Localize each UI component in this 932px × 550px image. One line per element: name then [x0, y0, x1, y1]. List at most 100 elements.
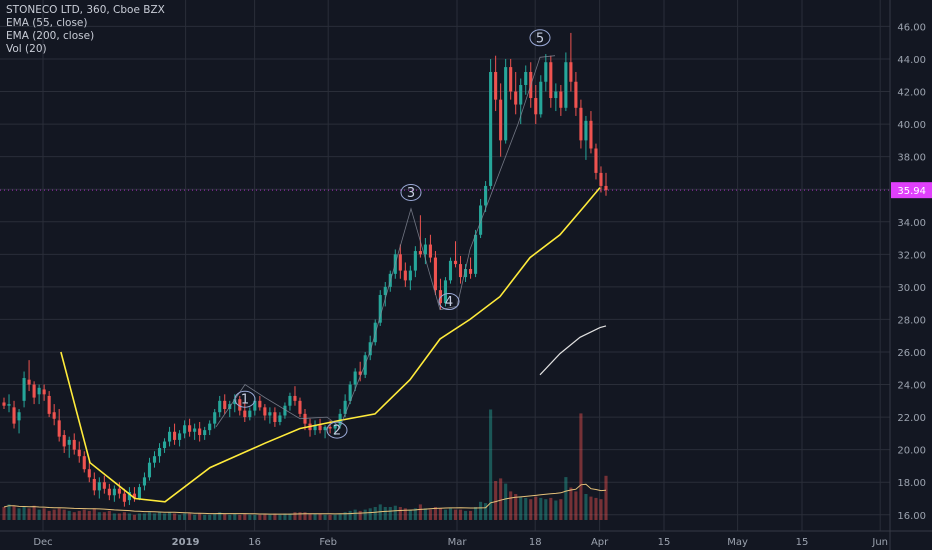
volume-bar: [514, 494, 518, 520]
volume-bar: [403, 508, 407, 520]
volume-bar: [12, 505, 16, 520]
legend-symbol[interactable]: STONECO LTD, 360, Cboe BZX: [6, 4, 165, 16]
candle-body: [268, 412, 272, 416]
volume-bar: [263, 513, 267, 520]
candle-body: [448, 260, 453, 281]
candle-body: [183, 425, 187, 434]
candle-body: [559, 91, 563, 108]
volume-bar: [413, 508, 417, 520]
volume-bars: [2, 409, 608, 520]
volume-bar: [198, 513, 202, 520]
candle-body: [47, 395, 51, 414]
wave-label: 5: [536, 31, 544, 46]
candle-body: [72, 439, 76, 450]
wave-label: 2: [333, 424, 341, 439]
x-tick-label: Mar: [448, 537, 468, 548]
volume-bar: [343, 512, 347, 520]
volume-bar: [368, 508, 372, 520]
candle-body: [283, 405, 287, 416]
candle-body: [453, 260, 458, 265]
y-tick-label: 18.00: [897, 478, 926, 489]
candle-body: [248, 410, 252, 418]
candle-body: [458, 264, 463, 278]
candle-body: [463, 268, 468, 278]
candle-body: [137, 487, 142, 499]
candle-body: [313, 425, 317, 431]
candle-body: [142, 477, 147, 486]
candle-body: [383, 286, 387, 296]
candle-body: [112, 488, 116, 496]
candle-body: [273, 412, 277, 422]
candle-body: [243, 410, 247, 418]
volume-bar: [228, 514, 232, 520]
candle-body: [514, 91, 518, 105]
candle-body: [258, 400, 262, 408]
candle-body: [223, 400, 227, 409]
candle-body: [489, 71, 493, 186]
volume-bar: [87, 510, 91, 520]
volume-bar: [559, 499, 563, 520]
volume-bar: [258, 514, 262, 520]
ema55-line: [60, 187, 601, 503]
candle-body: [494, 71, 498, 100]
candle-body: [203, 430, 207, 436]
y-tick-label: 46.00: [897, 22, 926, 33]
candle-body: [499, 99, 503, 141]
candle-body: [479, 205, 483, 235]
candle-body: [428, 244, 432, 258]
candle-body: [117, 488, 121, 494]
candle-body: [87, 469, 91, 478]
volume-bar: [594, 497, 598, 520]
candle-body: [484, 185, 488, 206]
volume-bar: [167, 512, 172, 520]
candle-body: [433, 257, 437, 291]
wave-circle: [438, 293, 460, 311]
wave-label: 1: [241, 393, 249, 408]
volume-bar: [92, 508, 96, 520]
candle-body: [37, 387, 41, 395]
candle-body: [173, 431, 177, 440]
volume-bar: [278, 514, 282, 520]
volume-bar: [373, 507, 377, 520]
volume-ma-line: [3, 483, 607, 515]
candle-body: [2, 402, 6, 406]
candle-body: [579, 107, 583, 141]
volume-bar: [584, 494, 588, 520]
candle-body: [358, 371, 362, 375]
candles: [2, 32, 608, 507]
x-tick-label: 15: [796, 537, 809, 548]
volume-bar: [238, 514, 242, 520]
volume-bar: [268, 514, 272, 520]
last-price-badge: [891, 182, 932, 199]
candle-body: [198, 428, 202, 436]
volume-bar: [333, 514, 337, 520]
x-tick-label: Feb: [319, 537, 337, 548]
candle-body: [188, 425, 192, 432]
candle-body: [52, 412, 56, 419]
x-tick-label: Jun: [871, 537, 888, 548]
candle-body: [343, 400, 347, 414]
legend-ema55[interactable]: EMA (55, close): [6, 17, 88, 29]
candle-body: [544, 62, 548, 82]
legend-vol[interactable]: Vol (20): [6, 43, 47, 55]
candle-body: [127, 492, 131, 501]
volume-bar: [544, 499, 548, 520]
volume-bar: [318, 513, 322, 520]
volume-bar: [484, 503, 488, 520]
volume-bar: [77, 510, 81, 520]
volume-bar: [32, 505, 36, 520]
candle-body: [12, 407, 16, 424]
legend-ema200[interactable]: EMA (200, close): [6, 30, 95, 42]
volume-bar: [418, 504, 422, 520]
volume-bar: [273, 513, 277, 520]
volume-bar: [37, 509, 41, 520]
volume-bar: [529, 499, 533, 520]
y-tick-label: 24.00: [897, 381, 926, 392]
candle-body: [519, 85, 523, 105]
volume-bar: [393, 505, 397, 520]
volume-bar: [408, 509, 412, 520]
candle-body: [604, 185, 608, 191]
volume-bar: [298, 512, 302, 520]
candle-body: [323, 426, 327, 431]
